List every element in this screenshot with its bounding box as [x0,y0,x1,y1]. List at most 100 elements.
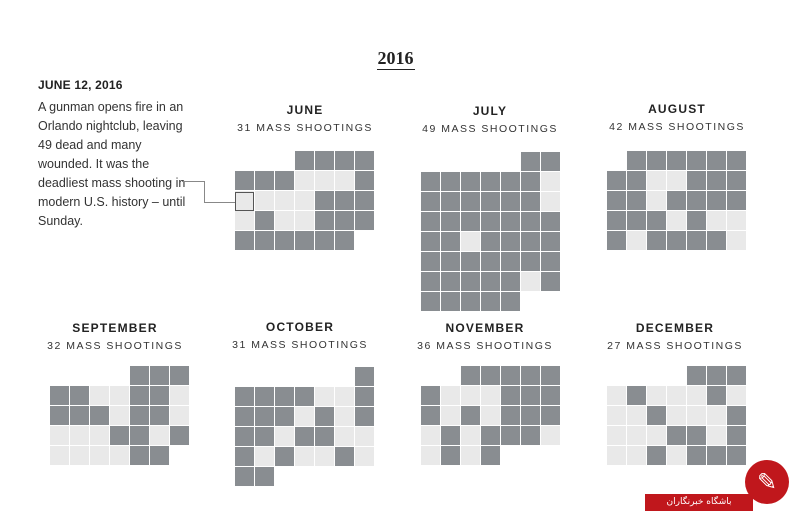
day-cell [110,386,129,405]
day-cell [687,366,706,385]
annotation-text: A gunman opens fire in an Orlando nightc… [38,100,186,228]
chart-title: 2016 [0,48,791,70]
day-cell [647,151,666,170]
day-cell [335,231,354,250]
day-cell [315,171,334,190]
day-cell [335,191,354,210]
day-cell [521,386,540,405]
day-cell [607,191,626,210]
day-cell [501,386,520,405]
day-cell [541,406,560,425]
day-cell [461,292,480,311]
day-cell [607,386,626,405]
day-cell [687,386,706,405]
month-name: SEPTEMBER [72,321,158,335]
day-cell [315,387,334,406]
day-cell [90,426,109,445]
day-cell [461,172,480,191]
day-cell [687,406,706,425]
month-name: OCTOBER [265,320,335,334]
day-cell [50,446,69,465]
day-cell [481,366,500,385]
day-cell [275,191,294,210]
month-name: JUNE [286,103,324,117]
day-cell [150,366,169,385]
day-cell [541,232,560,251]
day-cell [441,212,460,231]
day-cell [707,426,726,445]
day-cell [501,232,520,251]
day-cell [150,446,169,465]
month-name: AUGUST [648,102,706,116]
day-cell [235,427,254,446]
day-cell [687,171,706,190]
day-cell [687,151,706,170]
day-cell [130,446,149,465]
day-cell [541,272,560,291]
day-cell [667,191,686,210]
day-cell [50,426,69,445]
month-count: 49 MASS SHOOTINGS [422,123,558,135]
day-cell [355,427,374,446]
day-cell [501,426,520,445]
day-cell [627,406,646,425]
day-cell [687,211,706,230]
day-cell [501,192,520,211]
day-cell [235,387,254,406]
month-count: 27 MASS SHOOTINGS [607,340,743,352]
day-cell [421,212,440,231]
day-cell [315,447,334,466]
day-cell [110,446,129,465]
day-cell [727,366,746,385]
day-cell [687,191,706,210]
day-cell [441,172,460,191]
day-cell [707,231,726,250]
day-cell [421,386,440,405]
day-cell [727,406,746,425]
day-cell [235,467,254,486]
day-cell [687,231,706,250]
day-cell [295,231,314,250]
day-cell [727,151,746,170]
day-cell [667,406,686,425]
day-cell [170,426,189,445]
day-cell [235,447,254,466]
day-cell [481,172,500,191]
day-cell [501,252,520,271]
day-cell [707,386,726,405]
day-cell [355,151,374,170]
day-cell [355,387,374,406]
day-cell [441,272,460,291]
day-cell [355,407,374,426]
day-cell [90,406,109,425]
day-cell [707,366,726,385]
day-cell [647,191,666,210]
day-cell [627,151,646,170]
day-cell [667,386,686,405]
day-cell [295,211,314,230]
day-cell [541,426,560,445]
day-cell [355,171,374,190]
day-cell [110,406,129,425]
day-cell [275,447,294,466]
day-cell [335,171,354,190]
day-cell [255,231,274,250]
day-cell [647,386,666,405]
day-cell [441,446,460,465]
day-cell [667,171,686,190]
day-cell [441,252,460,271]
day-cell [170,406,189,425]
day-cell [355,367,374,386]
day-cell [110,426,129,445]
day-cell [421,272,440,291]
day-cell [275,387,294,406]
day-cell [541,152,560,171]
month-count: 42 MASS SHOOTINGS [609,121,745,133]
day-cell [275,211,294,230]
day-cell [461,406,480,425]
day-cell [335,151,354,170]
callout-highlight [235,192,254,211]
day-cell [355,211,374,230]
day-cell [647,406,666,425]
day-cell [541,386,560,405]
